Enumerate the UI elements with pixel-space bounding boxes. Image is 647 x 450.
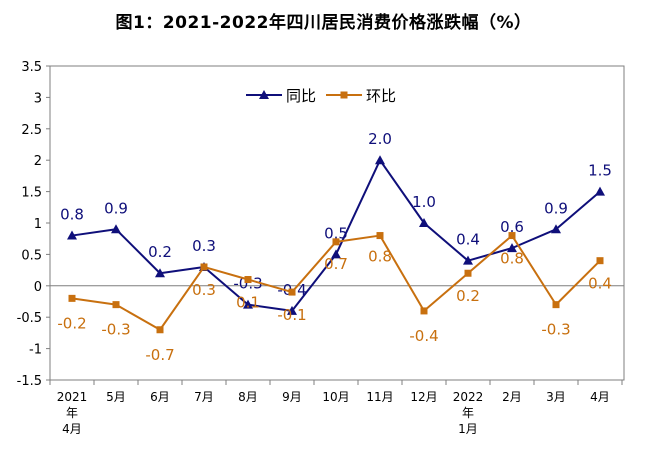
x-tick-label: 5月 [106,390,126,404]
data-label: 0.2 [148,243,172,261]
x-tick-label: 10月 [322,390,349,404]
x-tick-label: 4月 [590,390,610,404]
x-tick-label: 2022 年 1月 [453,390,484,436]
data-point-triangle [375,155,385,165]
data-point-square [156,326,164,334]
y-tick-label: 0 [34,280,42,295]
data-label: 0.2 [456,287,480,305]
data-point-square [200,263,208,271]
data-label: 0.8 [368,248,392,266]
data-label: 0.4 [588,275,612,293]
data-point-triangle [331,249,341,259]
legend-marker-mom [340,91,348,99]
x-tick-label: 12月 [410,390,437,404]
data-point-triangle [419,218,429,227]
series-layer: 0.8 0.9 0.2 0.3 -0.3 -0.4 0.5 2.0 1.0 0.4 0.6 0.9 1.… [57,130,612,364]
y-tick-label: -0.5 [17,311,42,326]
x-tick-label: 2月 [502,390,522,404]
x-tick-label: 3月 [546,390,566,404]
legend: 同比 环比 [246,87,396,105]
data-point-triangle [287,305,297,315]
x-tick-label: 7月 [194,390,214,404]
data-label: 0.6 [500,218,524,236]
data-point-square [288,288,296,296]
data-point-triangle [155,268,165,278]
y-tick-label: 2 [34,154,42,169]
plot-area [49,65,625,381]
x-tick-label: 11月 [366,390,393,404]
data-label: 2.0 [368,130,392,148]
data-label: 0.3 [192,281,216,299]
x-tick-label: 9月 [282,390,302,404]
data-label: -0.3 [233,275,262,293]
data-label: 0.9 [544,199,568,217]
data-label: -0.7 [145,346,174,364]
data-point-triangle [595,186,605,196]
y-tick-label: -1.5 [17,374,42,389]
y-tick-label: 1.5 [21,186,42,201]
data-point-square [332,238,340,246]
x-tick-label: 8月 [238,390,258,404]
legend-label-yoy: 同比 [286,87,316,105]
data-point-triangle [111,224,121,234]
chart-title: 图1：2021-2022年四川居民消费价格涨跌幅（%） [115,13,532,33]
data-point-square [552,301,560,309]
x-tick-label: 2021 年 4月 [57,390,88,436]
data-point-square [68,294,76,302]
data-point-square [596,257,604,265]
y-tick-label: 3 [34,91,42,106]
legend-marker-yoy [259,90,269,99]
data-label: -0.1 [277,306,306,324]
data-label: 0.9 [104,199,128,217]
data-point-square [112,301,120,309]
y-tick-label: 0.5 [21,248,42,263]
data-label: 0.8 [500,250,524,268]
y-tick-label: 1 [34,217,42,232]
data-label: 0.8 [60,206,84,224]
data-point-square [244,276,252,284]
data-label: 0.7 [324,255,348,273]
data-label: 0.5 [324,224,348,242]
data-point-square [464,269,472,277]
y-tick-label: 2.5 [21,123,42,138]
y-tick-label: -1 [29,343,42,358]
legend-label-mom: 环比 [366,87,396,105]
data-point-triangle [551,224,561,234]
data-point-square [420,307,428,315]
data-point-square [376,232,384,240]
y-tick-label: 3.5 [21,60,42,75]
data-label: -0.3 [541,321,570,339]
data-label: 0.3 [192,237,216,255]
data-label: -0.3 [101,321,130,339]
data-point-triangle [507,243,517,253]
data-label: -0.4 [409,327,438,345]
axes: 3.5 3 2.5 2 1.5 1 0.5 0 -0.5 -1 -1.5 2021 年 4月 5月 6月 7月 8… [17,60,624,436]
data-label: 0.4 [456,231,480,249]
data-label: 0.1 [236,294,260,312]
data-label: -0.2 [57,314,86,332]
data-point-square [508,232,516,240]
data-label: 1.0 [412,193,436,211]
data-point-triangle [463,255,473,265]
data-label: 1.5 [588,162,612,180]
data-point-triangle [67,230,77,240]
x-tick-label: 6月 [150,390,170,404]
data-point-triangle [243,299,253,309]
